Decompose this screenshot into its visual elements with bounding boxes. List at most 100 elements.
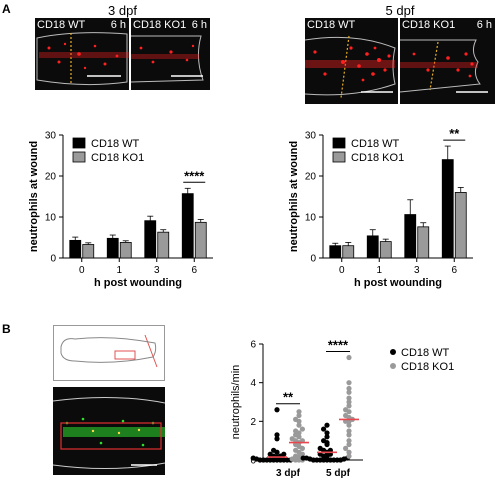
chart-a-right-legend-swatch bbox=[332, 137, 346, 149]
chart-b-point-ko bbox=[346, 422, 352, 428]
chart-a-right-y-tick-label: 10 bbox=[305, 213, 317, 224]
chart-a-right-bar-ko bbox=[379, 241, 392, 259]
chart-a-left-y-label: neutrophils at wound bbox=[28, 141, 40, 252]
chart-a-left-y-tick-label: 0 bbox=[50, 254, 56, 265]
chart-a-left-bar-ko bbox=[82, 244, 95, 259]
chart-b-y-label: neutrophils/min bbox=[230, 365, 242, 440]
chart-a-left-bar-wt bbox=[181, 193, 194, 259]
chart-b-sig-label: **** bbox=[328, 338, 349, 353]
chart-b-point-wt bbox=[250, 455, 256, 461]
chart-a-right-y-label: neutrophils at wound bbox=[288, 141, 300, 252]
chart-a-right: 0 10 20 30 0 1 3 6 h post wounding neutrophils at… bbox=[288, 126, 473, 289]
chart-a-left-legend-label: CD18 WT bbox=[91, 138, 140, 150]
chart-a-left-bar-wt bbox=[106, 237, 119, 259]
chart-b-sig-label: ** bbox=[283, 390, 294, 405]
chart-b-point-ko bbox=[289, 456, 295, 462]
chart-a-left-bar-ko bbox=[119, 242, 132, 259]
micrograph-3dpf-wt: CD18 WT 6 h bbox=[35, 18, 129, 90]
chart-b-point-ko bbox=[296, 422, 302, 428]
chart-b-point-ko bbox=[296, 409, 302, 415]
micrograph-3dpf-ko: CD18 KO1 6 h bbox=[131, 18, 210, 90]
micrograph-5dpf-ko-label: CD18 KO1 bbox=[402, 19, 456, 31]
chart-b-point-wt bbox=[300, 455, 306, 461]
chart-a-left-y-tick-label: 10 bbox=[45, 213, 57, 224]
chart-b-point-ko bbox=[296, 412, 302, 419]
chart-b-y-tick-label: 2 bbox=[250, 417, 256, 428]
chart-b-point-ko bbox=[343, 445, 349, 451]
chart-a-right-x-tick-label: 0 bbox=[339, 265, 345, 276]
chart-a-right-title: 5 dpf bbox=[385, 3, 415, 18]
chart-b-legend-marker bbox=[390, 363, 396, 369]
chart-b-point-ko bbox=[346, 428, 352, 434]
chart-b-point-ko bbox=[346, 389, 352, 395]
chart-b-point-ko bbox=[293, 416, 299, 422]
chart-a-right-legend-label: CD18 KO1 bbox=[351, 152, 404, 164]
chart-b-point-ko bbox=[346, 441, 352, 448]
chart-b-point-wt bbox=[267, 451, 273, 457]
chart-b-point-ko bbox=[346, 385, 352, 392]
chart-b-point-ko bbox=[346, 403, 352, 409]
chart-b-point-ko bbox=[299, 426, 305, 432]
chart-b-point-ko bbox=[346, 453, 352, 459]
chart-a-right-legend-label: CD18 WT bbox=[351, 138, 400, 150]
chart-a-left-x-tick-label: 3 bbox=[154, 265, 160, 276]
chart-a-right-y-tick-label: 30 bbox=[305, 131, 317, 142]
micrograph-3dpf-wt-time: 6 h bbox=[110, 19, 126, 31]
chart-b-y-tick-label: 6 bbox=[250, 340, 256, 351]
chart-b-point-ko bbox=[293, 453, 299, 459]
chart-a-left-bar-ko bbox=[157, 231, 170, 259]
chart-b-point-wt bbox=[274, 432, 280, 438]
chart-a-left-y-tick-label: 30 bbox=[45, 131, 57, 142]
chart-b-point-ko bbox=[346, 399, 352, 405]
chart-b-point-ko bbox=[346, 438, 352, 444]
chart-a-right-y-tick-label: 20 bbox=[305, 172, 317, 183]
chart-b-point-ko bbox=[343, 412, 349, 419]
panel-b-label: B bbox=[2, 322, 11, 336]
chart-b-point-wt bbox=[321, 438, 327, 444]
chart-b-legend-label: CD18 KO1 bbox=[401, 361, 454, 373]
chart-b-point-ko bbox=[343, 407, 349, 413]
chart-b-point-ko bbox=[346, 449, 352, 455]
chart-a-right-sig-label: ** bbox=[449, 126, 460, 141]
chart-b-point-ko bbox=[346, 380, 352, 386]
chart-b-legend-marker bbox=[390, 349, 396, 355]
chart-a-left-title: 3 dpf bbox=[108, 3, 137, 18]
chart-a-right-bar-wt bbox=[329, 245, 342, 259]
chart-a-left-x-tick-label: 0 bbox=[79, 265, 85, 276]
chart-b-y-tick-label: 0 bbox=[250, 456, 256, 467]
micrograph-5dpf-ko: CD18 KO1 6 h bbox=[400, 18, 495, 104]
chart-a-left-x-tick-label: 1 bbox=[116, 265, 122, 276]
chart-a-left-legend-swatch bbox=[72, 137, 86, 149]
chart-a-right-x-tick-label: 3 bbox=[414, 265, 420, 276]
chart-a-right-x-tick-label: 1 bbox=[376, 265, 382, 276]
chart-a-right-x-label: h post wounding bbox=[354, 277, 442, 289]
micrograph-5dpf-ko-time: 6 h bbox=[476, 19, 492, 31]
chart-b-point-wt bbox=[324, 430, 330, 436]
chart-b-y-tick-label: 4 bbox=[250, 378, 256, 389]
chart-a-right-y-tick-label: 0 bbox=[310, 254, 316, 265]
chart-a-left-x-label: h post wounding bbox=[94, 277, 182, 289]
panel-a-label: A bbox=[2, 2, 11, 16]
chart-b-point-ko bbox=[346, 354, 352, 361]
chart-b-point-wt bbox=[274, 436, 280, 442]
chart-b-x-tick-label: 3 dpf bbox=[276, 468, 301, 479]
chart-a-left: 0 10 20 30 0 1 3 6 h post wounding neutrophils at… bbox=[28, 131, 213, 289]
chart-b-legend-label: CD18 WT bbox=[401, 347, 450, 359]
chart-a-right-x-tick-label: 6 bbox=[451, 265, 457, 276]
micrograph-3dpf-wt-label: CD18 WT bbox=[37, 19, 86, 31]
chart-b-point-ko bbox=[346, 395, 352, 401]
chart-b-point-wt bbox=[324, 422, 330, 428]
chart-a-left-x-tick-label: 6 bbox=[191, 265, 197, 276]
chart-a-right-bar-wt bbox=[441, 159, 454, 259]
micrograph-5dpf-wt-label: CD18 WT bbox=[307, 19, 356, 31]
chart-b-point-ko bbox=[293, 428, 299, 434]
chart-b-point-wt bbox=[271, 447, 277, 453]
micrograph-green bbox=[53, 387, 165, 475]
chart-b-point-ko bbox=[293, 447, 299, 453]
chart-b-point-wt bbox=[324, 434, 330, 440]
chart-b-x-tick-label: 5 dpf bbox=[326, 468, 351, 479]
chart-a-left-sig-label: **** bbox=[184, 168, 205, 183]
chart-b-point-wt bbox=[274, 407, 280, 413]
chart-a-left-bar-wt bbox=[144, 220, 157, 259]
